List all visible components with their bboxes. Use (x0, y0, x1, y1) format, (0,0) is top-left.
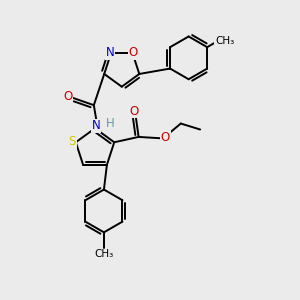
Text: O: O (129, 46, 138, 59)
Text: CH₃: CH₃ (215, 36, 234, 46)
Text: O: O (130, 105, 139, 118)
Text: O: O (63, 90, 73, 103)
Text: N: N (106, 46, 115, 59)
Text: S: S (68, 135, 76, 148)
Text: N: N (92, 119, 100, 133)
Text: CH₃: CH₃ (94, 249, 113, 259)
Text: H: H (106, 117, 114, 130)
Text: O: O (161, 131, 170, 144)
